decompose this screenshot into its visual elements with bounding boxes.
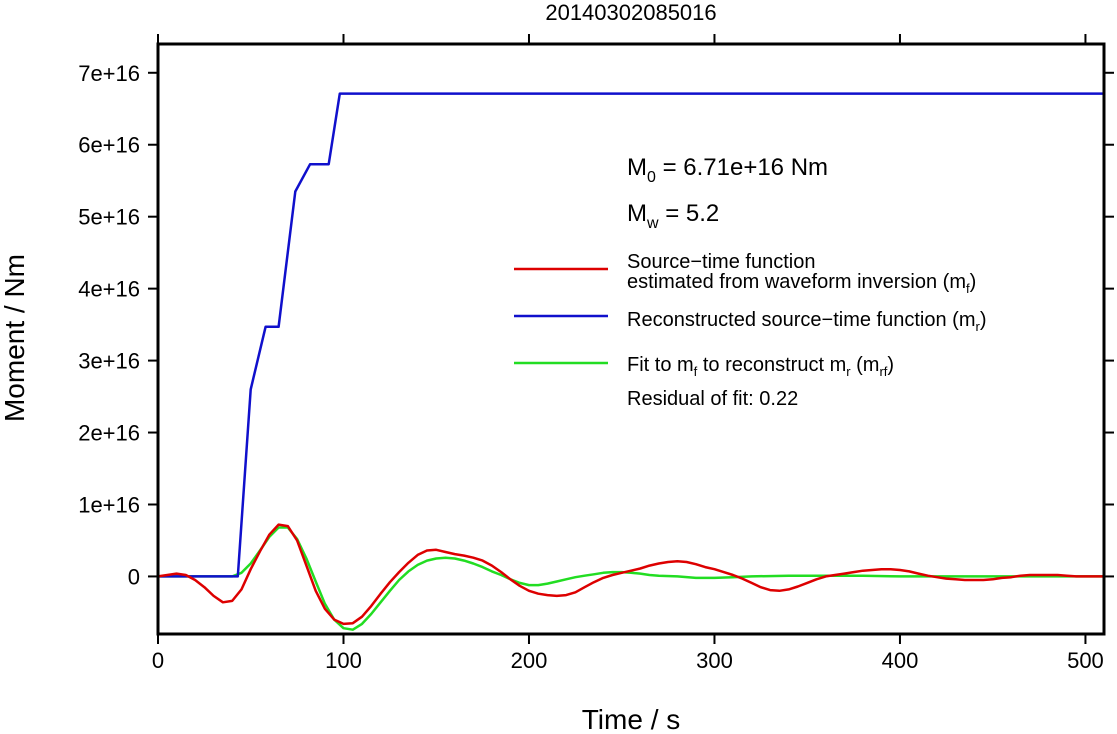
legend-stf-line2-close: ) — [970, 271, 977, 293]
series-line-reconstructed — [156, 92, 1106, 578]
mw-symbol: M — [627, 200, 647, 227]
m0-subscript: 0 — [647, 169, 656, 186]
legend-fit-text3: (m — [851, 354, 880, 376]
plot-frame — [156, 42, 1106, 636]
series-line-stf — [156, 523, 1106, 626]
legend-label-stf-line1: Source−time function — [627, 251, 815, 273]
chart-title: 20140302085016 — [545, 0, 716, 25]
x-tick-label: 500 — [1067, 648, 1104, 673]
x-tick-label: 0 — [152, 648, 164, 673]
legend-rec-close: ) — [980, 309, 987, 331]
legend-fit-sub3: rf — [879, 364, 887, 379]
series-layer — [156, 92, 1106, 631]
legend-fit-sub2: r — [846, 364, 851, 379]
x-axis-title: Time / s — [582, 704, 681, 734]
legend-stf-line2-text: estimated from waveform inversion (m — [627, 271, 966, 293]
y-tick-label: 5e+16 — [78, 205, 140, 230]
legend-fit-text2: to reconstruct m — [697, 354, 846, 376]
legend-fit-close: ) — [887, 354, 894, 376]
m0-symbol: M — [627, 154, 647, 181]
legend-stf-line2-sub: f — [966, 281, 970, 296]
x-tick-label: 300 — [696, 648, 733, 673]
legend-fit-text1: Fit to m — [627, 354, 694, 376]
y-tick-label: 4e+16 — [78, 277, 140, 302]
residual-annotation: Residual of fit: 0.22 — [627, 388, 798, 410]
y-axis-ticks: 0 1e+16 2e+16 3e+16 4e+16 5e+16 6e+16 7e+16 — [78, 61, 1114, 589]
x-tick-label: 100 — [325, 648, 362, 673]
legend-label-fit: Fit to mf to reconstruct mr (mrf) — [627, 354, 894, 379]
mw-value: = 5.2 — [659, 200, 720, 227]
x-tick-label: 400 — [882, 648, 919, 673]
mw-subscript: w — [646, 215, 659, 232]
legend-fit-sub1: f — [694, 364, 698, 379]
y-tick-label: 2e+16 — [78, 421, 140, 446]
y-tick-label: 6e+16 — [78, 133, 140, 158]
legend-rec-text: Reconstructed source−time function (m — [627, 309, 976, 331]
legend-label-reconstructed: Reconstructed source−time function (mr) — [627, 309, 987, 334]
legend: Source−time function estimated from wave… — [514, 251, 987, 410]
y-tick-label: 0 — [128, 564, 140, 589]
moment-magnitude-annotation: Mw = 5.2 — [627, 200, 719, 232]
legend-label-stf-line2: estimated from waveform inversion (mf) — [627, 271, 976, 296]
x-tick-label: 200 — [511, 648, 548, 673]
y-tick-label: 3e+16 — [78, 349, 140, 374]
y-axis-title: Moment / Nm — [0, 254, 30, 422]
y-tick-label: 7e+16 — [78, 61, 140, 86]
x-axis-ticks: 0 100 200 300 400 500 — [152, 34, 1104, 673]
legend-rec-sub: r — [976, 319, 981, 334]
seismic-moment-annotation: M0 = 6.71e+16 Nm — [627, 154, 828, 186]
m0-value: = 6.71e+16 Nm — [656, 154, 828, 181]
y-tick-label: 1e+16 — [78, 492, 140, 517]
